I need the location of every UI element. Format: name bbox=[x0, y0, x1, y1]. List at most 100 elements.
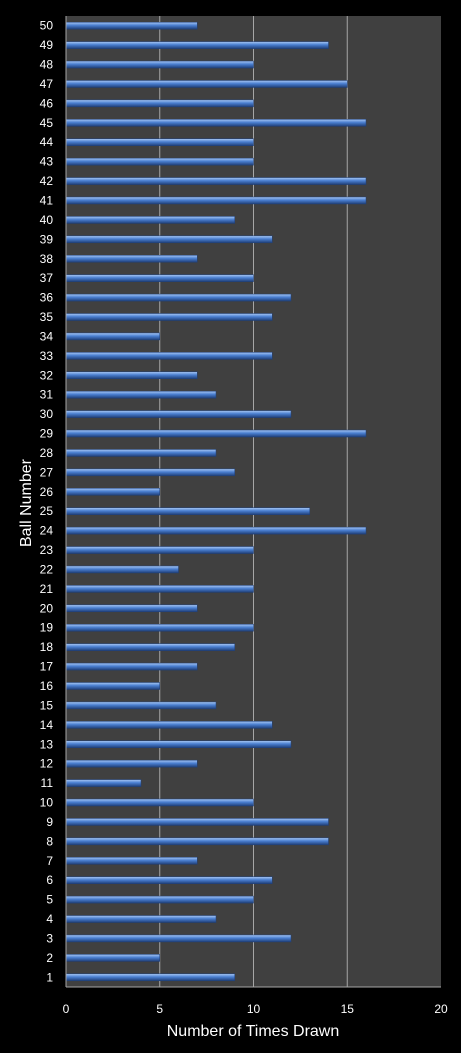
bar bbox=[65, 196, 367, 205]
y-tick-label: 44 bbox=[40, 135, 54, 149]
y-tick-label: 30 bbox=[40, 407, 54, 421]
y-tick-label: 42 bbox=[40, 174, 54, 188]
bar bbox=[65, 468, 235, 477]
bar bbox=[65, 352, 273, 360]
bar bbox=[65, 759, 198, 768]
y-tick-label: 50 bbox=[40, 19, 54, 33]
y-tick-label: 23 bbox=[40, 543, 54, 557]
bar bbox=[65, 623, 254, 632]
y-tick-label: 31 bbox=[40, 388, 54, 402]
y-tick-label: 40 bbox=[40, 213, 54, 227]
y-tick-label: 6 bbox=[46, 873, 53, 887]
bar bbox=[65, 701, 217, 710]
y-tick-label: 22 bbox=[40, 562, 54, 576]
y-tick-label: 41 bbox=[40, 193, 54, 207]
bar bbox=[65, 216, 235, 224]
bar bbox=[65, 293, 292, 302]
bar bbox=[65, 99, 254, 108]
y-tick-label: 19 bbox=[40, 621, 54, 635]
bar bbox=[65, 21, 198, 30]
y-tick-label: 2 bbox=[46, 951, 53, 965]
bar bbox=[65, 546, 254, 554]
y-tick-label: 16 bbox=[40, 679, 54, 693]
bar bbox=[65, 857, 198, 865]
bar bbox=[65, 274, 254, 282]
bar bbox=[65, 915, 217, 923]
bar bbox=[65, 390, 217, 399]
x-tick-label: 15 bbox=[341, 1002, 355, 1016]
bar bbox=[65, 818, 329, 826]
y-tick-label: 26 bbox=[40, 485, 54, 499]
bar bbox=[65, 740, 292, 748]
y-tick-label: 7 bbox=[46, 854, 53, 868]
y-tick-label: 11 bbox=[41, 776, 54, 790]
y-tick-label: 1 bbox=[46, 970, 53, 984]
y-tick-label: 4 bbox=[46, 912, 53, 926]
bar bbox=[65, 488, 160, 496]
y-tick-label: 10 bbox=[40, 796, 54, 810]
bar bbox=[65, 235, 273, 244]
x-tick-label: 10 bbox=[247, 1002, 261, 1016]
bar bbox=[65, 662, 198, 671]
y-tick-label: 28 bbox=[40, 446, 54, 460]
y-tick-label: 18 bbox=[40, 640, 54, 654]
bar bbox=[65, 80, 348, 88]
bar bbox=[65, 119, 367, 127]
bar bbox=[65, 526, 367, 535]
y-tick-labels: 1234567891011121314151617181920212223242… bbox=[40, 19, 54, 985]
y-tick-label: 20 bbox=[40, 601, 54, 615]
bar bbox=[65, 507, 310, 515]
bar bbox=[65, 255, 198, 263]
y-tick-label: 17 bbox=[40, 660, 54, 674]
bar bbox=[65, 798, 254, 807]
y-tick-label: 8 bbox=[46, 834, 53, 848]
y-tick-label: 12 bbox=[40, 757, 54, 771]
y-tick-label: 33 bbox=[40, 349, 54, 363]
bar bbox=[65, 449, 217, 457]
x-tick-label: 5 bbox=[156, 1002, 163, 1016]
y-tick-label: 21 bbox=[40, 582, 54, 596]
bar bbox=[65, 41, 329, 49]
y-tick-label: 38 bbox=[40, 252, 54, 266]
y-tick-label: 5 bbox=[46, 893, 53, 907]
y-tick-label: 48 bbox=[40, 58, 54, 72]
y-tick-label: 49 bbox=[40, 38, 54, 52]
bar bbox=[65, 721, 273, 729]
bar bbox=[65, 934, 292, 943]
bar bbox=[65, 429, 367, 438]
y-tick-label: 35 bbox=[40, 310, 54, 324]
bars bbox=[65, 21, 367, 982]
bar bbox=[65, 682, 160, 690]
bar bbox=[65, 371, 198, 380]
bar bbox=[65, 157, 254, 166]
bar bbox=[65, 779, 142, 787]
bar bbox=[65, 565, 179, 574]
y-tick-label: 14 bbox=[40, 718, 54, 732]
y-tick-label: 45 bbox=[40, 116, 54, 130]
bar bbox=[65, 60, 254, 69]
bar bbox=[65, 313, 273, 321]
bar bbox=[65, 973, 235, 982]
bar bbox=[65, 138, 254, 146]
y-tick-label: 46 bbox=[40, 96, 54, 110]
bar bbox=[65, 876, 273, 884]
y-tick-label: 9 bbox=[46, 815, 53, 829]
bar bbox=[65, 332, 160, 341]
y-tick-label: 36 bbox=[40, 291, 54, 305]
x-tick-label: 20 bbox=[434, 1002, 448, 1016]
y-tick-label: 13 bbox=[40, 737, 54, 751]
bar bbox=[65, 895, 254, 904]
y-tick-label: 29 bbox=[40, 427, 54, 441]
bar bbox=[65, 177, 367, 185]
y-tick-label: 43 bbox=[40, 155, 54, 169]
y-tick-label: 25 bbox=[40, 504, 54, 518]
y-tick-label: 27 bbox=[40, 465, 54, 479]
x-axis-title: Number of Times Drawn bbox=[167, 1023, 340, 1040]
bar bbox=[65, 954, 160, 962]
y-tick-label: 39 bbox=[40, 232, 54, 246]
y-tick-label: 37 bbox=[40, 271, 54, 285]
y-tick-label: 15 bbox=[40, 698, 54, 712]
y-axis-title: Ball Number bbox=[18, 458, 35, 547]
y-tick-label: 24 bbox=[40, 524, 54, 538]
bar bbox=[65, 585, 254, 593]
